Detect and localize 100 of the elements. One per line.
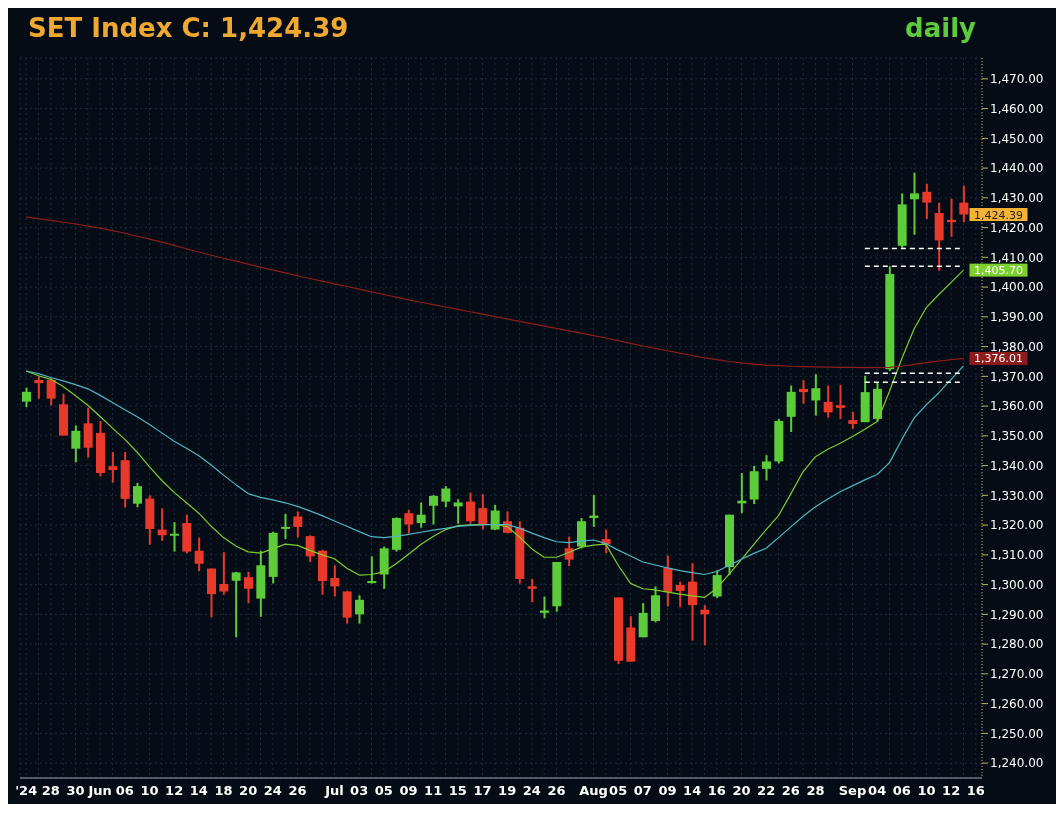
x-tick-label: 16: [707, 783, 726, 799]
y-tick-label: 1,420.00: [990, 220, 1044, 235]
candlestick: [441, 485, 451, 509]
y-tick-label: 1,320.00: [990, 518, 1044, 533]
y-tick-label: 1,330.00: [990, 488, 1044, 503]
candlestick: [453, 498, 463, 525]
candlestick: [34, 375, 44, 400]
y-tick-label: 1,430.00: [990, 191, 1044, 206]
y-tick-label: 1,270.00: [990, 667, 1044, 682]
y-tick-label: 1,280.00: [990, 637, 1044, 652]
line-series: [25, 365, 965, 576]
candlestick: [712, 569, 722, 599]
candlestick: [355, 594, 364, 625]
x-tick-label: 17: [473, 783, 492, 799]
x-tick-label: 28: [806, 783, 825, 799]
chart-title: SET Index C: 1,424.39: [28, 13, 349, 43]
y-tick-label: 1,390.00: [990, 310, 1044, 325]
x-tick-label: 05: [609, 783, 628, 799]
x-tick-label: 22: [757, 783, 776, 799]
x-tick-label: 12: [165, 783, 184, 799]
x-tick-label: 03: [350, 783, 369, 799]
y-tick-label: 1,400.00: [990, 280, 1044, 295]
y-tick-label: 1,360.00: [990, 399, 1044, 414]
y-tick-label: 1,350.00: [990, 429, 1044, 444]
x-tick-label: 07: [633, 783, 652, 799]
line-series: [25, 269, 965, 599]
x-tick-label: '24: [15, 783, 38, 799]
candlestick: [959, 184, 969, 224]
candlestick: [762, 454, 771, 482]
candlestick: [836, 383, 845, 420]
x-tick-label: 10: [917, 783, 936, 799]
y-tick-label: 1,380.00: [990, 339, 1044, 354]
candlestick: [231, 570, 241, 639]
y-tick-label: 1,340.00: [990, 458, 1044, 473]
annotation: 1,424.39: [974, 208, 1023, 222]
y-tick-label: 1,410.00: [990, 250, 1044, 265]
candlestick: [675, 580, 685, 609]
y-tick-label: 1,470.00: [990, 72, 1044, 87]
y-tick-label: 1,250.00: [990, 726, 1044, 741]
candlestick: [133, 481, 142, 509]
x-tick-label: 30: [66, 783, 85, 799]
x-tick-label: 10: [140, 783, 159, 799]
candlestick: [22, 386, 31, 409]
x-tick-label: 06: [892, 783, 911, 799]
x-tick-label: 05: [374, 783, 393, 799]
candlestick: [527, 577, 537, 604]
x-tick-label: 19: [498, 783, 517, 799]
candlestick: [799, 379, 808, 405]
candlestick: [688, 562, 697, 642]
candlestick: [219, 551, 229, 596]
x-tick-label: 20: [732, 783, 751, 799]
candlestick: [564, 535, 574, 568]
x-tick-label: 11: [424, 783, 443, 799]
candlestick: [478, 493, 488, 531]
candlestick: [910, 171, 919, 236]
x-tick-label: Jul: [324, 783, 344, 799]
x-tick-label: 26: [547, 783, 566, 799]
x-tick-label: 20: [239, 783, 258, 799]
x-tick-label: 24: [522, 783, 541, 799]
candlestick: [823, 384, 833, 419]
x-tick-label: Aug: [579, 783, 608, 799]
x-tick-label: Sep: [838, 783, 867, 799]
x-tick-label: 14: [683, 783, 702, 799]
line-series: [25, 216, 965, 369]
y-tick-label: 1,260.00: [990, 696, 1044, 711]
y-tick-label: 1,450.00: [990, 131, 1044, 146]
candlestick: [194, 536, 204, 573]
candlestick: [540, 595, 549, 620]
y-tick-label: 1,310.00: [990, 548, 1044, 563]
y-tick-label: 1,290.00: [990, 607, 1044, 622]
y-tick-label: 1,370.00: [990, 369, 1044, 384]
candlestick: [367, 555, 377, 585]
chart-subtitle: daily: [905, 13, 976, 43]
candlestick: [416, 501, 426, 529]
candlestick: [46, 376, 56, 407]
y-tick-label: 1,460.00: [990, 101, 1044, 116]
x-tick-label: 09: [658, 783, 677, 799]
y-tick-label: 1,240.00: [990, 756, 1044, 771]
x-tick-label: 26: [288, 783, 307, 799]
candlestick: [466, 491, 475, 525]
x-tick-label: 04: [868, 783, 887, 799]
x-tick-label: 06: [115, 783, 134, 799]
candlestick: [305, 534, 315, 563]
y-tick-label: 1,300.00: [990, 577, 1044, 592]
candlestick: [281, 512, 290, 541]
candlestick: [404, 508, 414, 535]
x-tick-label: 24: [263, 783, 282, 799]
x-tick-label: 12: [942, 783, 961, 799]
candlestick: [293, 510, 303, 539]
data-label: 1,376.01: [974, 352, 1023, 366]
x-tick-label: Jun: [87, 783, 112, 799]
candlestick: [922, 182, 932, 220]
candlestick: [71, 424, 81, 464]
candlestick: [108, 450, 118, 484]
candlestick: [811, 373, 821, 417]
candlestick: [170, 521, 179, 553]
candlestick: [330, 564, 340, 598]
candlestick: [429, 494, 438, 526]
x-tick-label: 15: [448, 783, 467, 799]
x-tick-label: 14: [189, 783, 208, 799]
